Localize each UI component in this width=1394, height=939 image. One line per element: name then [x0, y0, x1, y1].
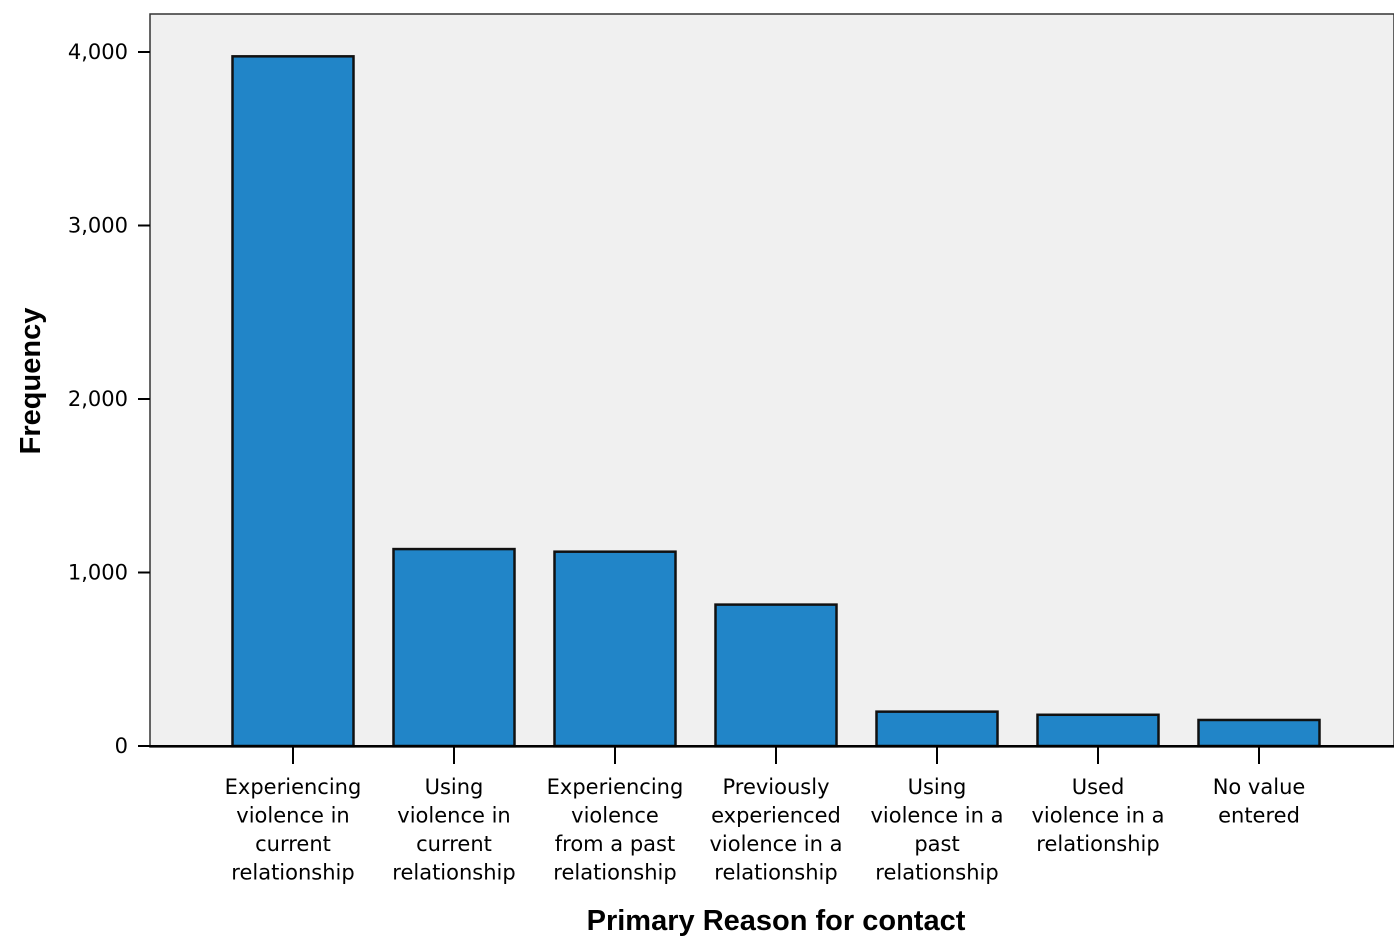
- bar: [875, 710, 999, 748]
- bars: [231, 55, 1321, 748]
- y-tick-label: 4,000: [68, 40, 128, 64]
- bar: [231, 55, 355, 748]
- x-axis-title: Primary Reason for contact: [587, 905, 966, 937]
- y-tick-label: 3,000: [68, 214, 128, 238]
- y-tick-label: 0: [115, 734, 128, 758]
- y-axis: 0 1,000 2,000 3,000 4,000: [68, 40, 150, 758]
- x-axis: Experiencing violence in current relationsh…: [150, 745, 1394, 885]
- x-tick-label: Used violence in a relationship: [1031, 775, 1164, 856]
- y-axis-title: Frequency: [15, 308, 47, 455]
- bar: [1036, 713, 1160, 748]
- bar: [392, 547, 516, 748]
- bar: [714, 603, 838, 748]
- x-tick-label: No value entered: [1213, 775, 1306, 828]
- x-tick-label: Experiencing violence in current relationsh…: [225, 775, 362, 885]
- y-tick-label: 2,000: [68, 387, 128, 411]
- y-tick-label: 1,000: [68, 561, 128, 585]
- x-tick-label: Using violence in current relationship: [392, 775, 515, 885]
- x-tick-label: Experiencing violence from a past relations…: [547, 775, 684, 885]
- bar: [1197, 718, 1321, 748]
- x-tick-label: Previously experienced violence in a relati…: [709, 775, 842, 885]
- bar: [553, 550, 677, 748]
- x-tick-label: Using violence in a past relationship: [870, 775, 1003, 885]
